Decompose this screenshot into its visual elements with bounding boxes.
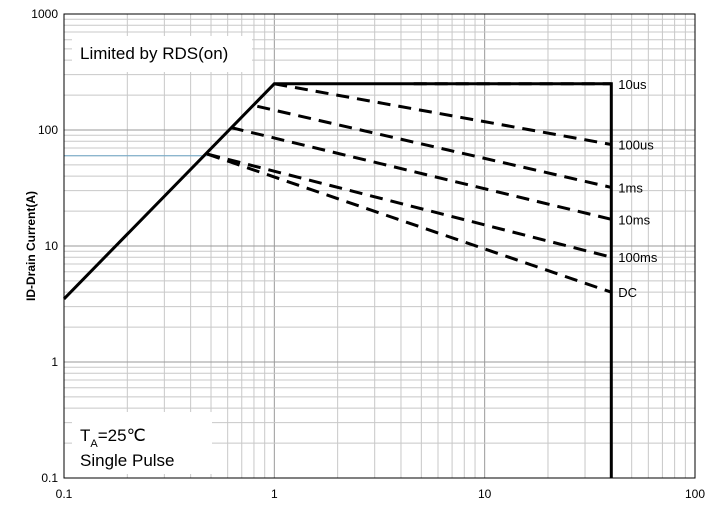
grid (63, 14, 695, 479)
series (62, 82, 613, 478)
temp-prefix: T (80, 426, 90, 445)
y-axis-label: ID-Drain Current(A) (24, 191, 38, 301)
curve-label-DC: DC (618, 285, 637, 300)
curve-label-1ms: 1ms (618, 180, 643, 195)
series-line-100ms (206, 152, 612, 259)
condition-annotation-box (72, 412, 212, 474)
temp-subscript: A (90, 438, 98, 450)
curve-label-10ms: 10ms (618, 212, 650, 227)
series-line-10ms (230, 126, 612, 221)
x-tick-label: 100 (685, 487, 705, 501)
curve-labels: 10us 100us 1ms 10ms 100ms DC (618, 77, 658, 300)
plot-frame (63, 13, 696, 479)
series-line-DC (206, 152, 612, 294)
series-line-1ms (256, 104, 612, 189)
tick-labels: 0.1 1 10 100 0.1 1 10 100 1000 (31, 7, 705, 501)
y-tick-label: 10 (45, 239, 59, 253)
series-line-100us (274, 82, 612, 146)
x-tick-label: 10 (478, 487, 492, 501)
y-tick-label: 100 (38, 123, 58, 137)
limit-annotation: Limited by RDS(on) (80, 44, 228, 63)
curve-label-100ms: 100ms (618, 250, 658, 265)
y-tick-label: 1 (51, 355, 58, 369)
curve-label-10us: 10us (618, 77, 647, 92)
x-tick-label: 1 (271, 487, 278, 501)
y-tick-label: 1000 (31, 7, 58, 21)
x-tick-label: 0.1 (56, 487, 73, 501)
limit-annotation-box (72, 36, 252, 72)
y-tick-label: 0.1 (41, 471, 58, 485)
pulse-annotation: Single Pulse (80, 451, 175, 470)
curve-label-100us: 100us (618, 137, 654, 152)
temperature-annotation: TA=25℃ (80, 426, 146, 450)
temp-value: =25℃ (98, 426, 146, 445)
